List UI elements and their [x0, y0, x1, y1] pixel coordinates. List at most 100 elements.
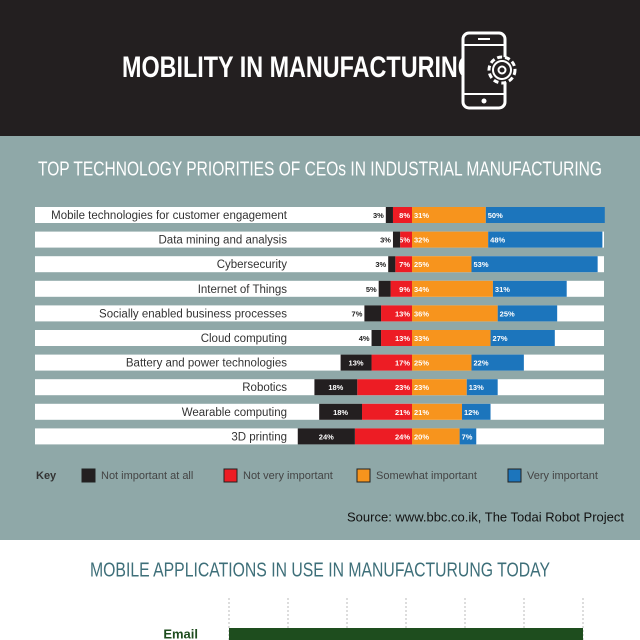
value-label: 21% [395, 408, 410, 417]
bar-rows: Mobile technologies for customer engagem… [35, 207, 605, 445]
bar-segment [364, 305, 382, 322]
chart2-panel [0, 540, 640, 640]
value-label: 12% [464, 408, 479, 417]
header-band [0, 0, 640, 136]
chart2: Email [163, 626, 583, 640]
value-label: 3% [375, 260, 386, 269]
value-label: 25% [500, 309, 515, 318]
bar-segment [340, 354, 372, 371]
bar-segment [392, 231, 401, 248]
bar-segment [412, 256, 472, 273]
bar-segment [485, 207, 605, 223]
bar-segment [412, 280, 493, 297]
value-label: 7% [462, 432, 473, 441]
value-label: 18% [333, 408, 348, 417]
value-label: 36% [414, 309, 429, 318]
value-label: 13% [395, 334, 410, 343]
value-label: 18% [328, 383, 343, 392]
value-label: 17% [395, 359, 410, 368]
category-label: Cybersecurity [217, 259, 288, 271]
legend: Not important at all Not very important So… [81, 468, 598, 483]
value-label: 21% [414, 408, 429, 417]
page-title: MOBILITY IN MANUFACTURING [122, 51, 476, 84]
value-label: 13% [469, 383, 484, 392]
bar-segment [459, 428, 477, 445]
bar-segment [488, 231, 603, 248]
chart2-title: MOBILE APPLICATIONS IN USE IN MANUFACTUR… [90, 559, 550, 581]
legend-label: Not important at all [101, 470, 193, 482]
bar-segment [395, 256, 412, 273]
bar-segment [392, 207, 412, 223]
value-label: 31% [414, 211, 429, 220]
bar-segment [471, 354, 524, 371]
bar-segment [390, 280, 412, 297]
value-label: 22% [474, 359, 489, 368]
value-label: 24% [319, 432, 334, 441]
legend-swatch [81, 468, 96, 483]
bar-segment [412, 231, 489, 248]
chart-title: TOP TECHNOLOGY PRIORITIES OF CEOs IN IND… [38, 158, 602, 180]
category-label: Battery and power technologies [126, 358, 287, 370]
value-label: 7% [352, 309, 363, 318]
legend-title: Key [36, 470, 57, 482]
bar-segment [357, 379, 412, 396]
bar-segment [381, 330, 412, 346]
value-label: 13% [395, 309, 410, 318]
bar-segment [490, 330, 555, 346]
bar-segment [388, 256, 396, 273]
bar-segment [412, 403, 462, 420]
value-label: 7% [399, 260, 410, 269]
value-label: 5% [366, 285, 377, 294]
value-label: 34% [414, 285, 429, 294]
bar-placeholder [229, 628, 583, 640]
value-label: 5% [399, 236, 410, 245]
bar-segment [497, 305, 558, 322]
category-label: Robotics [242, 382, 287, 394]
value-label: 8% [399, 211, 410, 220]
value-label: 33% [414, 334, 429, 343]
value-label: 53% [474, 260, 489, 269]
value-label: 9% [399, 285, 410, 294]
bar-segment [412, 354, 472, 371]
category-label: Wearable computing [182, 407, 287, 419]
bar-segment [314, 379, 358, 396]
bar-segment [412, 305, 498, 322]
value-label: 25% [414, 260, 429, 269]
value-label: 24% [395, 432, 410, 441]
bar-segment [381, 305, 412, 322]
chart2-gridlines [228, 598, 584, 640]
value-label: 3% [380, 236, 391, 245]
value-label: 25% [414, 359, 429, 368]
value-label: 27% [493, 334, 508, 343]
value-label: 20% [414, 432, 429, 441]
bar-segment [412, 428, 460, 445]
legend-swatch [223, 468, 238, 483]
value-label: 48% [490, 236, 505, 245]
phone-icon [461, 31, 517, 110]
legend-label: Not very important [243, 470, 333, 482]
category-label: Email [163, 626, 198, 640]
bar-segment [412, 207, 486, 223]
bar-segment [492, 280, 567, 297]
value-label: 4% [359, 334, 370, 343]
bar-segment [354, 428, 412, 445]
source-note: Source: www.bbc.co.ik, The Todai Robot P… [347, 509, 624, 524]
bar-segment [400, 231, 412, 248]
bar-segment [412, 379, 467, 396]
value-label: 13% [349, 359, 364, 368]
value-label: 23% [414, 383, 429, 392]
legend-swatch [356, 468, 371, 483]
category-label: 3D printing [231, 431, 287, 443]
category-label: Mobile technologies for customer engagem… [51, 210, 288, 222]
value-label: 23% [395, 383, 410, 392]
bar-segment [378, 280, 391, 297]
category-label: Data mining and analysis [159, 235, 288, 247]
value-label: 50% [488, 211, 503, 220]
legend-label: Very important [527, 470, 598, 482]
bar-segment [371, 354, 412, 371]
value-label: 3% [373, 211, 384, 220]
value-label: 31% [495, 285, 510, 294]
value-label: 32% [414, 236, 429, 245]
bar-segment [471, 256, 598, 273]
